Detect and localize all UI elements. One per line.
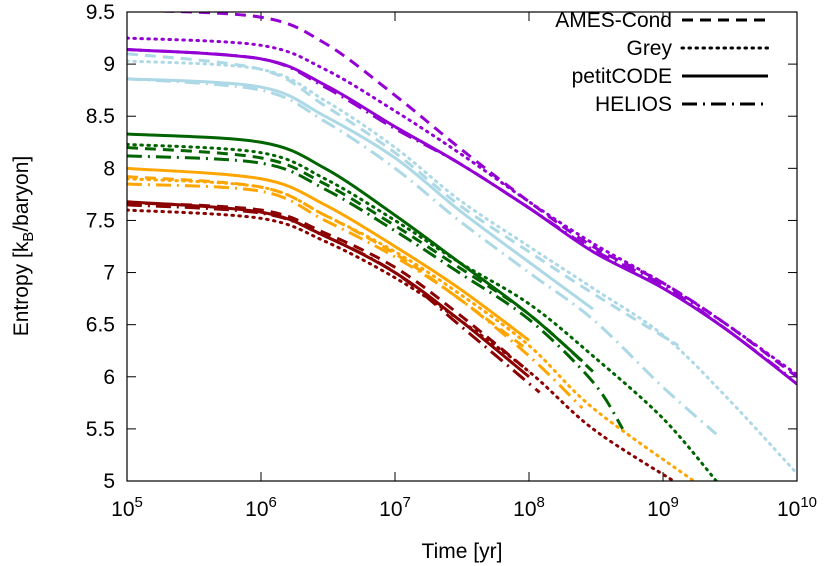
y-tick-label: 7 — [103, 262, 115, 285]
y-tick-label: 9 — [103, 53, 115, 76]
legend-label: petitCODE — [572, 65, 672, 88]
series-line — [127, 52, 680, 347]
legend-label: HELIOS — [595, 93, 672, 116]
series-line — [127, 203, 541, 394]
y-label-sub: B — [20, 232, 37, 242]
series-line — [127, 166, 530, 342]
x-tick-base: 10 — [245, 498, 268, 521]
x-axis-label: Time [yr] — [422, 540, 503, 563]
x-tick-label: 109 — [647, 494, 679, 521]
series-line — [127, 175, 530, 352]
y-tick-label: 7.5 — [86, 209, 115, 232]
series-line — [127, 77, 594, 311]
y-tick-label: 5 — [103, 470, 115, 493]
x-tick-base: 10 — [647, 498, 670, 521]
series-line — [127, 36, 797, 377]
series-line — [127, 48, 792, 380]
x-tick-exponent: 8 — [537, 494, 545, 511]
y-tick-label: 5.5 — [86, 418, 115, 441]
x-tick-base: 10 — [379, 498, 402, 521]
y-label-main: Entropy [k — [10, 241, 33, 336]
x-tick-base: 10 — [777, 498, 800, 521]
y-tick-label: 6 — [103, 366, 115, 389]
x-tick-base: 10 — [513, 498, 536, 521]
legend-label: AMES-Cond — [555, 9, 672, 32]
series-line — [127, 182, 584, 410]
series-line — [127, 132, 584, 363]
x-tick-base: 10 — [111, 498, 134, 521]
y-axis-label: Entropy [kB/baryon] — [10, 156, 37, 336]
series-line — [127, 208, 676, 481]
series-line — [127, 177, 696, 481]
x-tick-label: 108 — [513, 494, 545, 521]
y-tick-label: 8.5 — [86, 105, 115, 128]
y-tick-label: 9.5 — [86, 1, 115, 24]
x-tick-exponent: 9 — [671, 494, 679, 511]
y-tick-label: 8 — [103, 157, 115, 180]
plot-frame — [126, 11, 798, 482]
series-line — [127, 59, 797, 476]
x-tick-exponent: 5 — [135, 494, 143, 511]
x-tick-label: 105 — [111, 494, 143, 521]
x-tick-label: 1010 — [777, 494, 817, 521]
series-line — [127, 77, 718, 436]
legend-label: Grey — [626, 37, 672, 60]
series-line — [127, 48, 797, 386]
x-tick-exponent: 6 — [269, 494, 277, 511]
y-tick-label: 6.5 — [86, 314, 115, 337]
x-tick-label: 107 — [379, 494, 411, 521]
series-line — [127, 201, 530, 373]
x-tick-exponent: 7 — [403, 494, 411, 511]
series-line — [127, 142, 718, 481]
y-label-rest: /baryon] — [10, 156, 33, 232]
x-tick-exponent: 10 — [800, 494, 817, 511]
x-tick-label: 106 — [245, 494, 277, 521]
